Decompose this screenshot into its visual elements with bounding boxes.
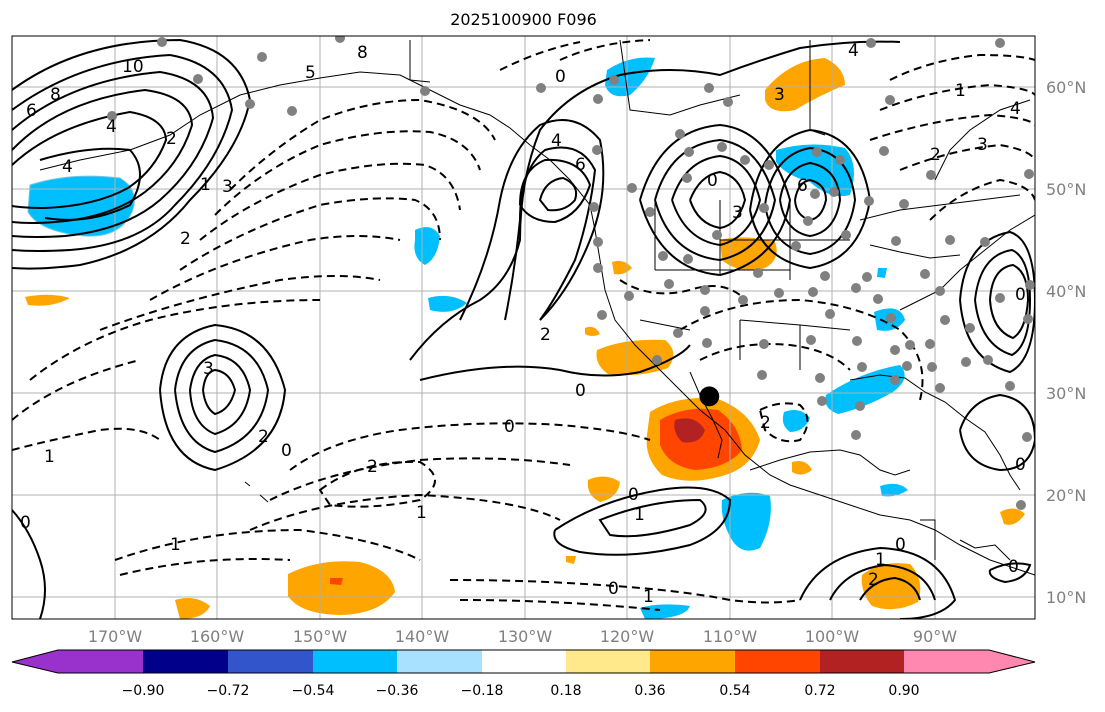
contour-label: 2 [540,325,551,345]
colorbar-segment [735,650,820,673]
colorbar-segment [820,650,904,673]
colorbar-outline [11,649,1036,674]
filled-anomaly-shading [25,57,1025,619]
contour-label: 0 [1008,557,1019,577]
contour-label: 0 [281,441,292,461]
colorbar-segment [482,650,566,673]
contour-label: 4 [551,131,562,151]
lon-label: 130°W [497,627,553,646]
contour-label: 1 [643,587,654,607]
contour-label: 6 [797,176,808,196]
lon-label: 140°W [394,627,450,646]
contour-label: 3 [222,177,233,197]
contour-label: 1 [416,503,427,523]
contour-label: 2 [868,570,879,590]
lat-label: 30°N [1046,384,1087,403]
contour-label: 5 [305,63,316,83]
contour-label: 0 [707,171,718,191]
contour-label: 0 [575,381,586,401]
colorbar-segment [228,650,313,673]
colorbar-min-extension [12,650,58,673]
contour-label: 0 [555,67,566,87]
lon-label: 120°W [599,627,655,646]
lon-label: 170°W [87,627,143,646]
colorbar-segment [313,650,397,673]
contour-label: 6 [575,155,586,175]
gridlines [12,36,1035,619]
colorbar-segment [143,650,228,673]
contour-label: 1 [955,81,966,101]
center-marker: ● [698,380,721,410]
contour-label: 1 [200,175,211,195]
lat-label: 10°N [1046,588,1087,607]
contour-label: 2 [760,413,771,433]
colorbar-max-extension [989,650,1035,673]
contour-label: 8 [50,85,61,105]
map-background [12,36,1035,619]
colorbar-tick-label: −0.54 [291,683,335,699]
contour-lines [12,38,1035,619]
lat-label: 60°N [1046,78,1087,97]
colorbar-tick-label: 0.54 [719,683,751,699]
colorbar-tick-label: 0.90 [888,683,920,699]
contour-lines-negative [12,39,1035,611]
contour-label: 1 [44,447,55,467]
contour-label: 0 [1015,285,1026,305]
lon-label: 100°W [804,627,860,646]
contour-label: 4 [106,117,117,137]
contour-label: 2 [180,229,191,249]
colorbar-tick-label: −0.18 [460,683,504,699]
station-dots [107,36,1035,510]
contour-label: 0 [895,535,906,555]
colorbar-segment [397,650,482,673]
lon-label: 110°W [702,627,758,646]
contour-label: 1 [170,535,181,555]
contour-label: 3 [732,203,743,223]
lat-label: 20°N [1046,486,1087,505]
contour-label: 2 [166,129,177,149]
contour-label: 0 [1015,455,1026,475]
contour-label: 1 [875,550,886,570]
contour-label: 8 [357,43,368,63]
contour-label: 4 [62,157,73,177]
contour-label: 2 [930,145,941,165]
contour-label: 0 [504,417,515,437]
lat-label: 40°N [1046,282,1087,301]
colorbar-segment [58,650,143,673]
contour-label: 4 [1010,99,1021,119]
contour-label: 2 [258,427,269,447]
lon-label: 160°W [189,627,245,646]
contour-label: 10 [122,57,144,77]
contour-label: 4 [848,41,859,61]
colorbar-segment [650,650,735,673]
colorbar-segment [904,650,989,673]
colorbar-tick-label: −0.90 [121,683,165,699]
lon-label: 90°W [912,627,958,646]
colorbar-segment [566,650,650,673]
colorbar [11,649,1036,674]
colorbar-tick-label: −0.36 [375,683,419,699]
contour-label: 0 [628,485,639,505]
colorbar-tick-label: 0.18 [550,683,582,699]
contour-label: 3 [774,85,785,105]
contour-label: 3 [977,135,988,155]
colorbar-tick-label: −0.72 [206,683,250,699]
contour-label: 1 [634,505,645,525]
contour-label: 0 [20,513,31,533]
colorbar-tick-label: 0.72 [804,683,836,699]
lon-label: 150°W [292,627,348,646]
contour-label: 6 [26,101,37,121]
lat-label: 50°N [1046,180,1087,199]
map-frame [11,35,1036,620]
contour-labels: 6 8 10 4 2 1 3 2 8 0 5 4 6 4 0 3 6 4 1 2… [20,41,1026,607]
map-title: 2025100900 F096 [450,10,597,29]
contour-label: 0 [608,579,619,599]
contour-label: 3 [203,359,214,379]
colorbar-tick-label: 0.36 [634,683,666,699]
contour-label: 2 [367,457,378,477]
